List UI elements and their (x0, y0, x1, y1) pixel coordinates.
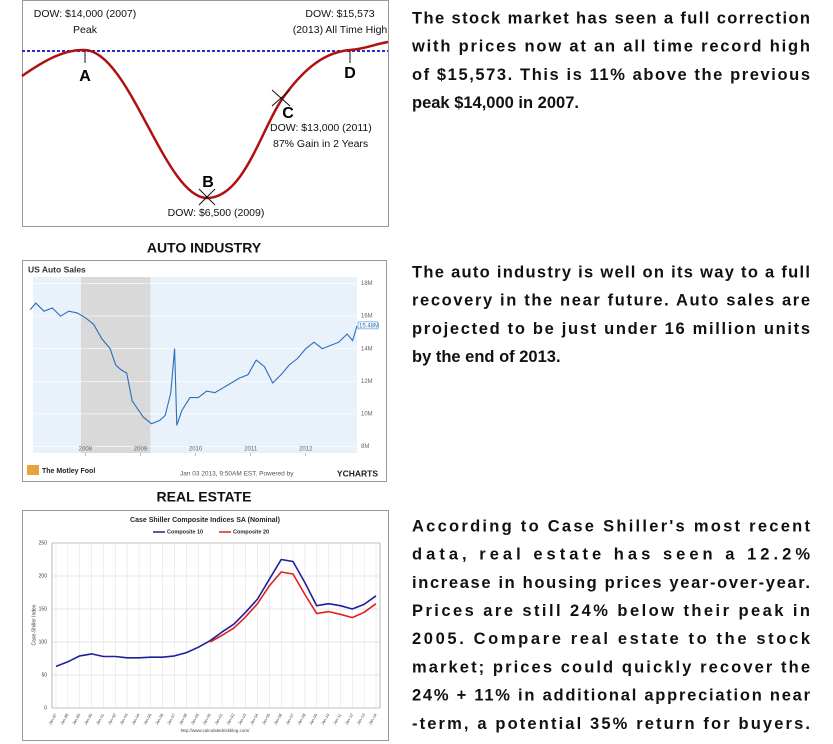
paragraph-line: 24% + 11% in additional appreciation nea… (412, 687, 811, 705)
x-tick-label: Jan-92 (107, 712, 118, 726)
x-tick-label: 2009 (134, 447, 148, 453)
x-tick-label: Jan-06 (273, 712, 284, 726)
paragraph-line: data, real estate has seen a 12.2% (412, 546, 810, 564)
x-tick-label: Jan-04 (249, 712, 260, 726)
x-tick-label: Jan-89 (71, 712, 82, 726)
logo-icon (27, 465, 39, 475)
x-tick-label: Jan-93 (118, 712, 129, 726)
x-tick-label: Jan-01 (213, 712, 224, 726)
point-label: C (282, 105, 294, 122)
x-tick-label: Jan-09 (308, 712, 319, 726)
paragraph-line: market; prices could quickly recover the (412, 658, 810, 676)
y-tick-label: 18M (361, 281, 373, 287)
x-tick-label: 2011 (244, 447, 258, 453)
x-tick-label: Jan-07 (284, 712, 295, 726)
marker (271, 89, 291, 107)
x-tick-label: Jan-88 (59, 712, 70, 726)
paragraph-line: recovery in the near future. Auto sales … (412, 292, 810, 310)
legend-label: Composite 20 (233, 529, 269, 535)
value-tag-label: 15.48M (359, 323, 379, 329)
x-tick-label: Jan-87 (47, 712, 58, 726)
y-tick-label: 10M (361, 411, 373, 417)
x-tick-label: Jan-96 (154, 712, 165, 726)
y-tick-label: 250 (39, 540, 48, 546)
annotation: DOW: $6,500 (2009) (168, 207, 265, 219)
y-tick-label: 50 (41, 672, 47, 678)
x-tick-label: Jan-10 (320, 712, 331, 726)
trend-curve (21, 40, 389, 200)
x-tick-label: Jan-95 (142, 712, 153, 726)
x-tick-label: Jan-08 (296, 712, 307, 726)
section-heading: AUTO INDUSTRY (147, 240, 262, 256)
y-tick-label: 200 (39, 573, 48, 579)
x-tick-label: Jan-97 (166, 712, 177, 726)
paragraph-line: projected to be just under 16 million un… (412, 320, 810, 338)
y-tick-label: 12M (361, 379, 373, 385)
paragraph-line: 2005. Compare real estate to the stock (412, 630, 811, 648)
x-tick-label: Jan-94 (130, 712, 141, 726)
x-tick-label: 2012 (299, 447, 313, 453)
y-tick-label: 150 (39, 606, 48, 612)
footer-brand: YCHARTS (337, 468, 378, 478)
chart-title: US Auto Sales (28, 264, 86, 274)
point-label: D (344, 65, 356, 82)
paragraph-line: of $15,573. This is 11% above the previo… (412, 66, 810, 84)
x-tick-label: Jan-99 (190, 712, 201, 726)
x-tick-label: Jan-91 (95, 712, 106, 726)
paragraph-line: by the end of 2013. (412, 348, 561, 366)
data-line (55, 558, 377, 668)
y-tick-label: 100 (39, 639, 48, 645)
footer-text: Jan 03 2013, 9:50AM EST. Powered by (180, 471, 294, 478)
x-tick-label: Jan-90 (83, 712, 94, 726)
x-tick-label: Jan-14 (367, 712, 378, 726)
y-tick-label: 0 (44, 705, 47, 711)
paragraph-line: with prices now at an all time record hi… (411, 38, 810, 56)
legend-label: Composite 10 (167, 529, 203, 535)
point-label: A (79, 68, 91, 85)
annotation: (2013) All Time High (293, 24, 388, 36)
annotation: DOW: $13,000 (2011) (270, 122, 372, 134)
x-tick-label: Jan-11 (332, 712, 343, 726)
x-tick-label: Jan-02 (225, 712, 236, 726)
annotation: 87% Gain in 2 Years (273, 138, 368, 150)
y-axis-label: Case-Shiller Index (31, 604, 37, 645)
paragraph-line: peak $14,000 in 2007. (412, 94, 579, 112)
y-tick-label: 16M (361, 314, 373, 320)
paragraph-line: According to Case Shiller's most recent (412, 517, 810, 535)
value-tag (357, 321, 379, 330)
annotation: Peak (73, 24, 98, 36)
annotation: DOW: $14,000 (2007) (34, 8, 137, 20)
data-line (209, 571, 377, 643)
x-tick-label: Jan-00 (201, 712, 212, 726)
x-tick-label: Jan-13 (355, 712, 366, 726)
source: http://www.calculatedriskblog.com/ (181, 728, 251, 733)
paragraph-line: -term, a potential 35% return for buyers… (412, 715, 810, 733)
data-line (29, 302, 358, 426)
section-heading: REAL ESTATE (157, 489, 252, 505)
x-tick-label: 2008 (79, 447, 93, 453)
footer-logo: The Motley Fool (42, 468, 95, 475)
marker (198, 188, 216, 206)
plot-area (51, 542, 381, 709)
y-tick-label: 14M (361, 346, 373, 352)
paragraph-line: The stock market has seen a full correct… (412, 9, 810, 27)
chart-title: Case Shiller Composite Indices SA (Nomin… (130, 517, 280, 524)
y-tick-label: 8M (361, 444, 369, 450)
stock-frame (22, 0, 389, 227)
annotation: DOW: $15,573 (305, 8, 374, 20)
x-tick-label: Jan-05 (261, 712, 272, 726)
paragraph-line: increase in housing prices year-over-yea… (412, 574, 810, 592)
point-label: B (202, 174, 214, 191)
x-tick-label: 2010 (189, 447, 203, 453)
x-tick-label: Jan-12 (344, 712, 355, 726)
x-tick-label: Jan-03 (237, 712, 248, 726)
paragraph-line: Prices are still 24% below their peak in (412, 602, 810, 620)
paragraph-line: The auto industry is well on its way to … (412, 263, 810, 281)
x-tick-label: Jan-98 (178, 712, 189, 726)
